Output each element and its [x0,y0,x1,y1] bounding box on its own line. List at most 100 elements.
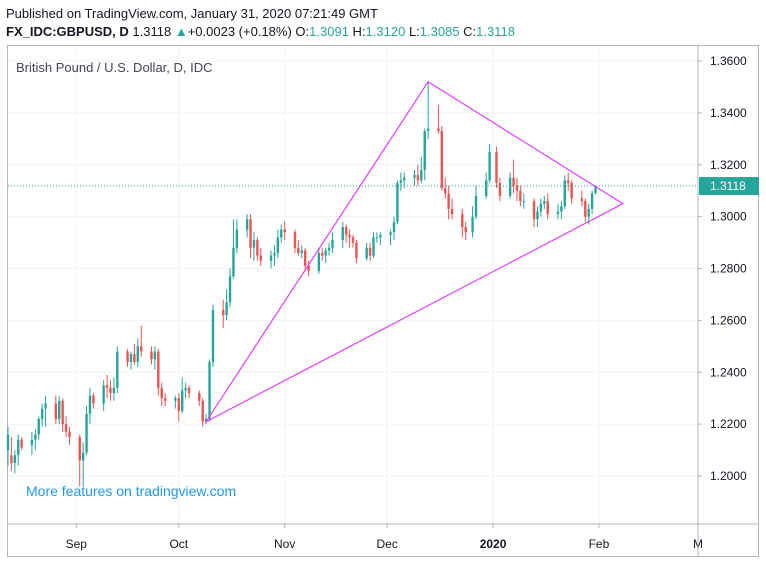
candle-body [536,211,539,220]
symbol-name: FX_IDC:GBPUSD, D [6,24,129,39]
candle-body [485,180,488,196]
candle-body [232,247,235,277]
candle [471,206,474,238]
candle [321,247,324,261]
candle [133,343,136,365]
candle-body [276,237,280,253]
chart-frame [7,45,759,557]
candle-body [105,385,109,388]
candle [450,198,454,220]
candle [259,247,262,266]
candle [341,221,344,248]
candle-body [204,418,208,422]
candle-body [389,232,392,235]
candle [160,382,163,406]
candle [150,346,153,365]
candle-body [273,252,276,256]
y-tick-label: 1.3200 [710,158,747,172]
candle [355,240,358,264]
candle-body [519,190,522,202]
candle [92,393,95,409]
candle [546,193,549,220]
candle-body [522,201,525,203]
candle-body [133,354,136,362]
candle-body [300,250,303,253]
series-title: British Pound / U.S. Dollar, D, IDC [16,60,213,75]
candle-body [58,400,61,419]
candle-body [61,400,64,425]
candle-body [293,232,297,248]
candle [368,242,372,261]
symbol-ohlc-line: FX_IDC:GBPUSD, D 1.3118 ▲+0.0023 (+0.18%… [6,24,515,39]
candle-body [68,431,71,438]
candle-body [78,437,81,461]
candle-body [392,221,396,233]
candle-body [17,439,20,456]
candle [461,208,464,238]
y-tick-label: 1.2200 [710,417,747,431]
candle-body [102,385,105,404]
candle-body [112,387,116,394]
candle [129,351,133,370]
candle [570,180,573,204]
candle-body [153,351,157,360]
candle-body [471,216,474,233]
candle-body [567,180,570,183]
candle-body [515,185,519,191]
candle-body [269,255,273,261]
candle [6,426,10,466]
candle-body [396,182,399,222]
candle-body [508,177,512,196]
candle-body [375,237,379,239]
candle-body [181,390,184,412]
candle [515,177,519,202]
candle-body [198,393,201,401]
candle [140,325,143,357]
candle [245,214,249,238]
candle-body [474,195,478,217]
candle [392,216,396,241]
candle-body [379,234,382,238]
candle-body [92,395,95,404]
candle [440,125,444,191]
candle-body [437,128,440,132]
candle [81,442,85,487]
candle [379,232,382,246]
candle [177,393,180,422]
candle-body [317,252,321,272]
candle [249,214,252,259]
candle-body [331,240,334,248]
candle-body [225,302,228,316]
candle-body [126,351,129,362]
candle [10,437,13,471]
candle [293,229,297,253]
candle-body [37,418,40,435]
candle [344,224,348,243]
candle [88,387,92,425]
candle [317,247,321,274]
candle-body [54,403,58,419]
candle [136,338,139,368]
candle [522,193,525,209]
more-features-link[interactable]: More features on tradingview.com [26,483,237,499]
candle [303,247,307,272]
candle-body [403,177,406,181]
candle [44,395,47,427]
candle [399,172,403,191]
x-tick-label: Oct [169,537,188,551]
candle [17,434,20,466]
candle [256,237,259,261]
candle-body [85,413,88,453]
up-arrow-icon: ▲ [174,24,188,39]
candle [20,437,23,451]
candle [536,206,539,228]
candle-body [324,250,327,256]
candle [389,229,392,246]
overlay-layer: 1.3118 [8,80,759,424]
candle [464,221,467,241]
candle-body [426,128,430,132]
candle-body [6,434,10,451]
y-tick-label: 1.2400 [710,365,747,379]
candle [112,377,116,401]
